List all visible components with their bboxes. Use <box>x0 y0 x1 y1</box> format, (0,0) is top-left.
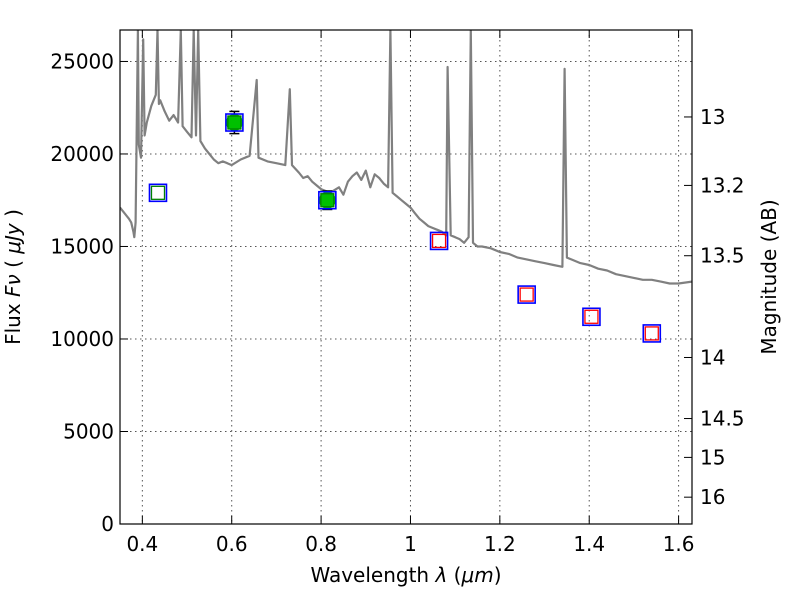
filter-band-marker <box>517 285 536 304</box>
right-y-tick-label: 16 <box>700 485 725 509</box>
x-tick-label: 1.2 <box>484 532 516 556</box>
y-tick-label: 15000 <box>50 234 114 258</box>
x-axis-label: Wavelength λ (μm) <box>310 563 501 587</box>
right-y-tick-label: 14 <box>700 345 725 369</box>
grid <box>120 30 692 525</box>
photometry-points <box>148 110 662 343</box>
right-y-axis-label: Magnitude (AB) <box>757 199 781 354</box>
x-tick-label: 1 <box>404 532 417 556</box>
filter-band-marker <box>148 183 168 203</box>
right-y-tick-label: 14.5 <box>700 407 745 431</box>
model-flux-marker <box>227 115 242 130</box>
x-tick-label: 0.4 <box>126 532 158 556</box>
model-flux-marker <box>519 287 534 302</box>
model-spectrum <box>120 30 692 285</box>
model-spectrum-line <box>120 30 692 285</box>
right-y-tick-label: 13 <box>700 105 725 129</box>
y-axis-label: Flux Fν ( μJy ) <box>1 209 25 345</box>
right-y-tick-label: 13.2 <box>700 173 745 197</box>
right-y-tick-label: 15 <box>700 445 725 469</box>
model-flux-marker <box>320 193 335 208</box>
filter-band-marker <box>318 190 337 210</box>
model-flux-marker <box>584 309 599 324</box>
y-tick-label: 20000 <box>50 142 114 166</box>
filter-band-marker <box>429 231 449 251</box>
observed-flux-point <box>318 191 336 209</box>
plot-frame <box>119 29 693 525</box>
axis-tick-labels: 0.4 0.6 0.8 1 1.2 1.4 1.6 0 5000 10000 15000 20000 2… <box>50 49 744 556</box>
model-flux-marker <box>644 326 659 341</box>
observed-flux-point <box>225 114 243 132</box>
y-tick-label: 0 <box>101 512 114 536</box>
model-flux-marker <box>150 185 166 200</box>
x-tick-label: 0.8 <box>305 532 337 556</box>
x-tick-label: 0.6 <box>216 532 248 556</box>
right-y-tick-label: 13.5 <box>700 244 745 268</box>
filter-band-marker <box>642 324 662 343</box>
filter-band-marker <box>582 307 601 327</box>
filter-band-marker <box>225 113 244 132</box>
y-tick-label: 5000 <box>63 419 114 443</box>
x-tick-label: 1.6 <box>663 532 695 556</box>
y-tick-label: 10000 <box>50 327 114 351</box>
model-flux-marker <box>431 233 447 249</box>
x-tick-label: 1.4 <box>573 532 605 556</box>
axis-ticks <box>120 30 692 525</box>
y-tick-label: 25000 <box>50 49 114 73</box>
